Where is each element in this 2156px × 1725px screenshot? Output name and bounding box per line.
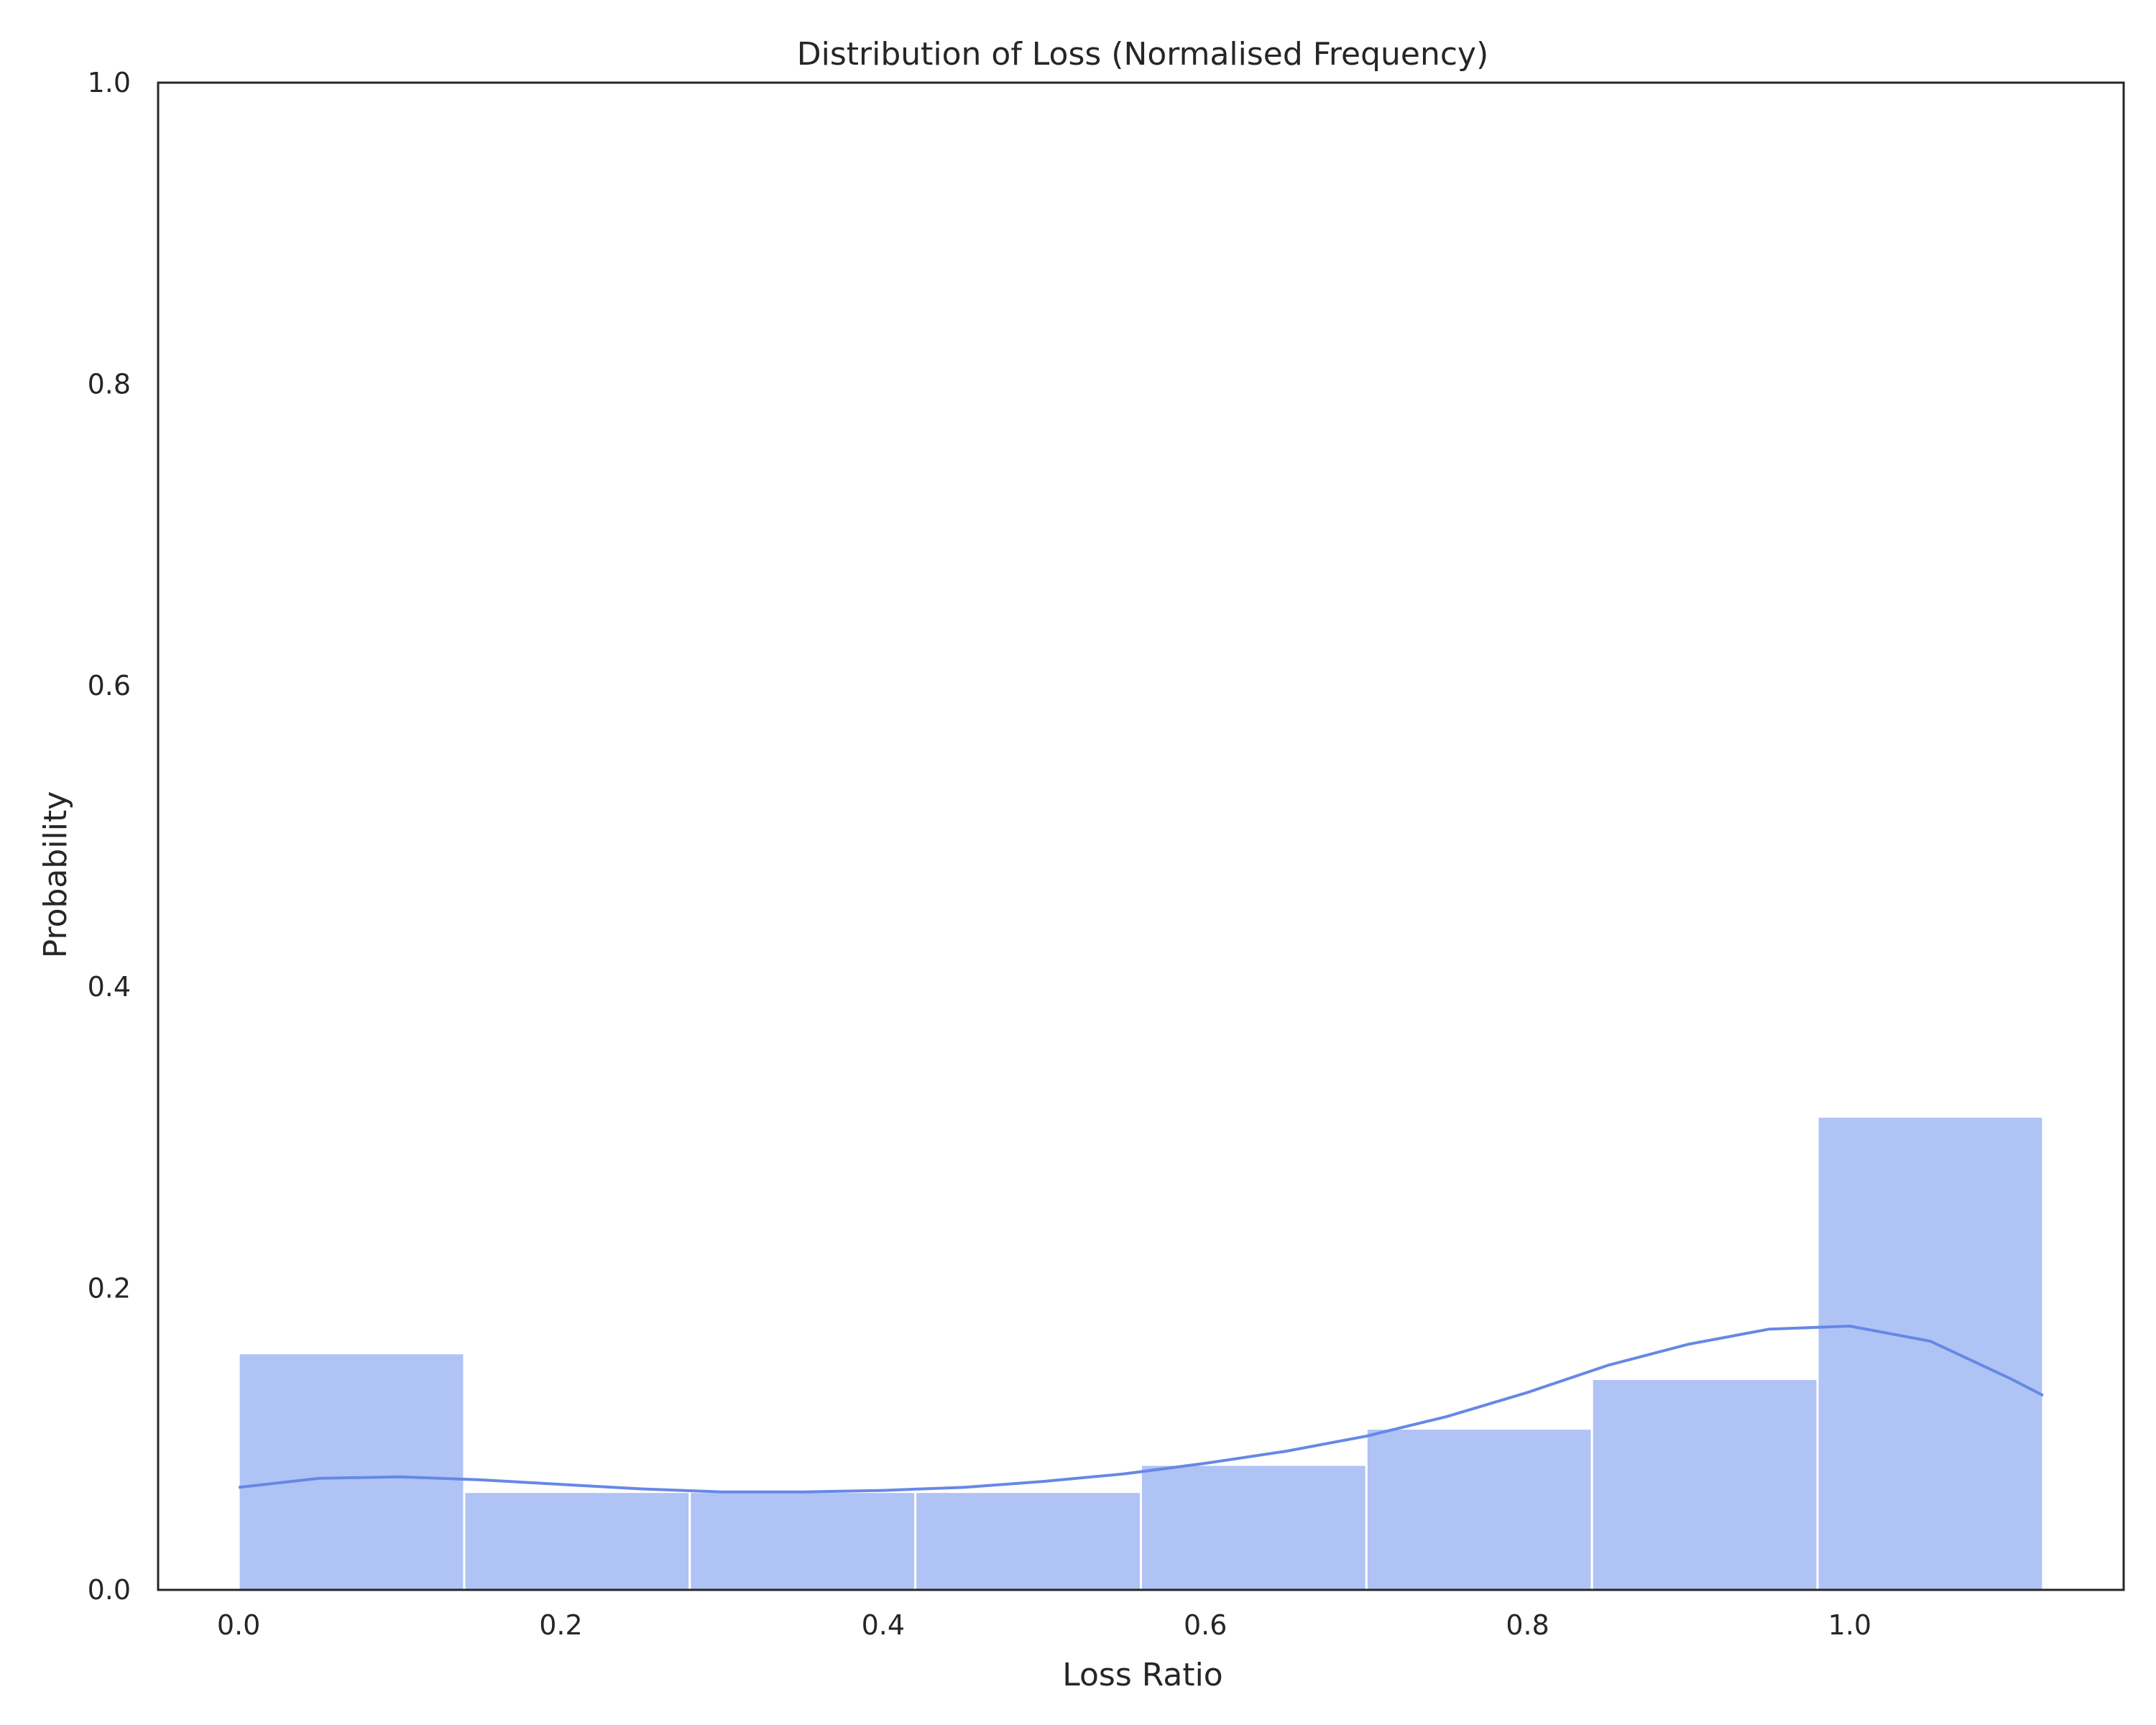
histogram-bar-5 xyxy=(1140,1463,1368,1591)
histogram-bar-4 xyxy=(914,1491,1143,1591)
x-tick-label: 1.0 xyxy=(1828,1609,1871,1641)
histogram-bar-6 xyxy=(1365,1427,1593,1591)
histogram-bar-2 xyxy=(463,1491,691,1591)
histogram-bar-7 xyxy=(1590,1377,1819,1591)
plot-frame xyxy=(157,81,2125,1591)
y-axis-label: Probability xyxy=(37,791,74,959)
x-tick-label: 0.8 xyxy=(1506,1609,1549,1641)
histogram-bar-3 xyxy=(688,1491,917,1591)
x-axis-ticks: 0.0 0.2 0.4 0.6 0.8 1.0 xyxy=(217,1609,1871,1641)
bars-layer xyxy=(237,1116,2045,1591)
x-tick-label: 0.4 xyxy=(862,1609,905,1641)
y-tick-label: 0.6 xyxy=(88,670,131,702)
y-tick-label: 0.4 xyxy=(88,971,131,1003)
y-tick-label: 1.0 xyxy=(88,67,131,98)
x-axis-label: Loss Ratio xyxy=(1062,1657,1222,1693)
histogram-bar-8 xyxy=(1816,1116,2045,1591)
histogram-bar-1 xyxy=(237,1352,466,1591)
y-axis-ticks: 0.0 0.2 0.4 0.6 0.8 1.0 xyxy=(88,67,131,1606)
x-tick-label: 0.2 xyxy=(539,1609,582,1641)
y-tick-label: 0.0 xyxy=(88,1574,131,1606)
kde-curve xyxy=(238,1324,2044,1494)
y-tick-label: 0.2 xyxy=(88,1273,131,1305)
y-tick-label: 0.8 xyxy=(88,368,131,400)
x-tick-label: 0.0 xyxy=(217,1609,260,1641)
x-tick-label: 0.6 xyxy=(1184,1609,1227,1641)
chart-title: Distribution of Loss (Normalised Frequen… xyxy=(797,36,1489,73)
